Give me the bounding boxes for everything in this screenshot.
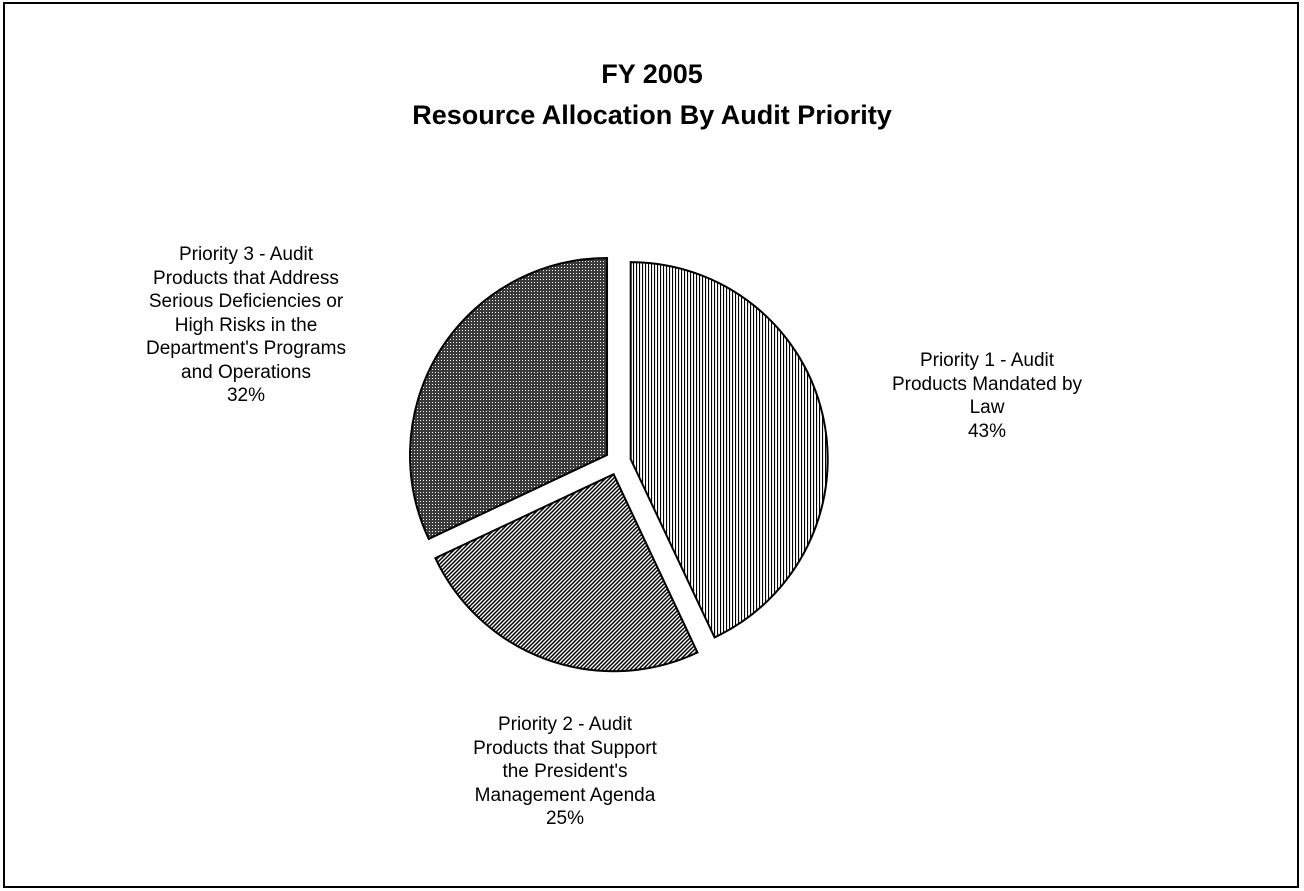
slice-label-priority-3: Priority 3 - Audit Products that Address…	[116, 243, 376, 408]
slice-label-line: High Risks in the	[174, 314, 318, 336]
pie-slice-priority-1	[629, 261, 829, 639]
slice-label-priority-2: Priority 2 - Audit Products that Support…	[435, 713, 695, 831]
chart-subtitle: Resource Allocation By Audit Priority	[412, 100, 892, 130]
slice-label-line: and Operations	[181, 361, 311, 383]
slice-label-line: the President's	[502, 761, 628, 782]
slice-label-line: Products Mandated by	[891, 373, 1083, 395]
slice-label-line: Law	[969, 397, 1005, 418]
slice-label-line: Management Agenda	[474, 784, 656, 806]
slice-label-priority-1: Priority 1 - Audit Products Mandated by …	[857, 349, 1117, 443]
slice-label-line: Priority 1 - Audit	[919, 350, 1055, 371]
slice-percent: 43%	[967, 420, 1007, 442]
slice-label-line: Serious Deficiencies or	[148, 291, 344, 312]
chart-title: FY 2005	[601, 59, 703, 89]
slice-label-line: Department's Programs	[145, 338, 347, 359]
pie-slice-priority-3	[409, 257, 609, 541]
slice-label-line: Products that Address	[153, 267, 339, 289]
pie-slice-priority-2	[434, 472, 699, 673]
slice-percent: 25%	[545, 808, 585, 829]
slice-label-line: Priority 3 - Audit	[178, 244, 314, 265]
slice-percent: 32%	[226, 385, 266, 406]
slice-label-line: Priority 2 - Audit	[497, 714, 633, 735]
slice-label-line: Products that Support	[473, 737, 657, 759]
